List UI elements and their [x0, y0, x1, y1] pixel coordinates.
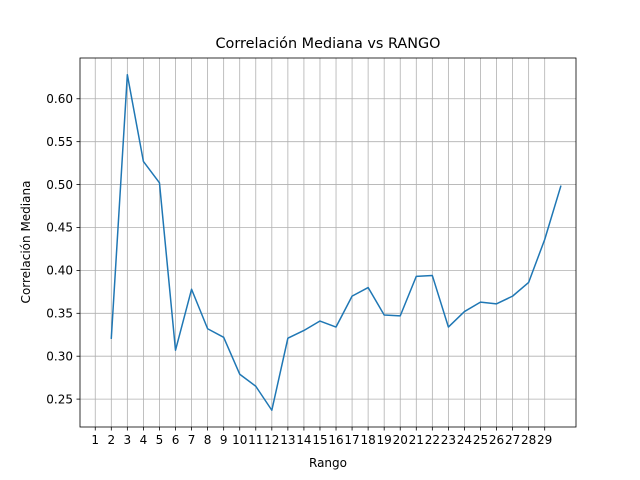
x-tick-label: 20: [393, 433, 408, 447]
y-axis-title: Correlación Mediana: [19, 181, 33, 304]
y-tick-label: 0.45: [46, 221, 73, 235]
x-tick-label: 18: [360, 433, 375, 447]
x-tick-label: 10: [232, 433, 247, 447]
x-tick-label: 26: [489, 433, 504, 447]
x-tick-label: 16: [328, 433, 343, 447]
x-tick-label: 17: [344, 433, 359, 447]
y-tick-label: 0.60: [46, 92, 73, 106]
x-tick-label: 8: [204, 433, 212, 447]
x-tick-label: 7: [188, 433, 196, 447]
x-tick-label: 2: [107, 433, 115, 447]
x-tick-label: 11: [248, 433, 263, 447]
x-tick-label: 9: [220, 433, 228, 447]
series-line: [110, 73, 562, 412]
x-axis-title: Rango: [309, 456, 347, 470]
x-tick-label: 27: [505, 433, 520, 447]
x-tick-label: 15: [312, 433, 327, 447]
x-tick-label: 12: [264, 433, 279, 447]
x-tick-label: 29: [537, 433, 552, 447]
x-tick-label: 25: [473, 433, 488, 447]
x-tick-label: 28: [521, 433, 536, 447]
y-tick-label: 0.35: [46, 306, 73, 320]
y-tick-label: 0.55: [46, 135, 73, 149]
x-tick-label: 5: [156, 433, 164, 447]
x-tick-label: 4: [140, 433, 148, 447]
axis-ticks: 1 2 3 4 5 6 7 8 9 10 11 12 13 14 15 16 17 18 19 20 21 22 23 24 2…: [46, 92, 552, 447]
plot-area: [110, 73, 562, 412]
x-tick-label: 24: [457, 433, 472, 447]
x-tick-label: 22: [425, 433, 440, 447]
chart-title: Correlación Mediana vs RANGO: [215, 36, 440, 52]
x-tick-label: 3: [124, 433, 132, 447]
grid-lines: [80, 58, 576, 427]
axes-frame: [79, 57, 577, 428]
y-tick-label: 0.25: [46, 392, 73, 406]
y-tick-label: 0.50: [46, 178, 73, 192]
x-tick-label: 6: [172, 433, 180, 447]
x-tick-label: 13: [280, 433, 295, 447]
x-tick-label: 19: [377, 433, 392, 447]
y-tick-label: 0.30: [46, 349, 73, 363]
x-tick-label: 23: [441, 433, 456, 447]
x-tick-label: 21: [409, 433, 424, 447]
y-tick-label: 0.40: [46, 264, 73, 278]
x-tick-label: 14: [296, 433, 311, 447]
x-tick-label: 1: [91, 433, 99, 447]
